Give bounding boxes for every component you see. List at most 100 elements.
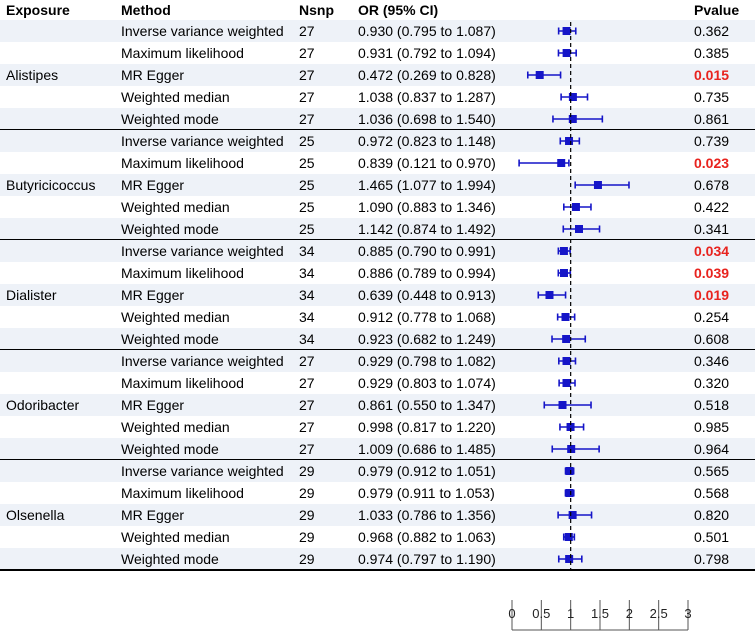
or-ci-value: 1.038 (0.837 to 1.287) <box>358 89 496 105</box>
or-ci-value: 0.929 (0.803 to 1.074) <box>358 375 496 391</box>
significant-pvalue: 0.039 <box>694 265 730 281</box>
or-ci-value: 1.009 (0.686 to 1.485) <box>358 441 496 457</box>
x-tick-label: 1.5 <box>591 606 609 621</box>
nsnp-value: 27 <box>299 23 315 39</box>
method-label: Maximum likelihood <box>121 45 244 61</box>
group-separator <box>0 569 755 571</box>
significant-pvalue: 0.034 <box>694 243 730 259</box>
x-tick-label: 2.5 <box>650 606 668 621</box>
point-estimate-marker <box>571 203 580 211</box>
point-estimate-marker <box>559 247 568 255</box>
pvalue: 0.254 <box>694 309 730 325</box>
significant-pvalue: 0.019 <box>694 287 730 303</box>
pvalue: 0.346 <box>694 353 730 369</box>
method-label: Weighted mode <box>121 441 219 457</box>
method-label: Inverse variance weighted <box>121 463 284 479</box>
exposure-label: Dialister <box>6 287 57 303</box>
method-label: MR Egger <box>121 177 185 193</box>
pvalue: 0.739 <box>694 133 730 149</box>
or-ci-value: 0.930 (0.795 to 1.087) <box>358 23 496 39</box>
method-label: Weighted mode <box>121 111 219 127</box>
row-stripe <box>0 218 755 240</box>
point-estimate-marker <box>566 423 575 431</box>
nsnp-value: 29 <box>299 551 315 567</box>
exposure-label: Alistipes <box>6 67 59 83</box>
row-stripe <box>0 108 755 130</box>
pvalue: 0.985 <box>694 419 730 435</box>
nsnp-value: 25 <box>299 221 315 237</box>
pvalue: 0.568 <box>694 485 730 501</box>
pvalue: 0.798 <box>694 551 730 567</box>
or-ci-value: 0.839 (0.121 to 0.970) <box>358 155 496 171</box>
nsnp-value: 27 <box>299 67 315 83</box>
method-label: MR Egger <box>121 507 185 523</box>
nsnp-value: 29 <box>299 485 315 501</box>
nsnp-value: 27 <box>299 397 315 413</box>
point-estimate-marker <box>558 401 567 409</box>
point-estimate-marker <box>568 115 577 123</box>
row-stripe <box>0 504 755 526</box>
or-ci-value: 0.639 (0.448 to 0.913) <box>358 287 496 303</box>
header-pvalue: Pvalue <box>694 2 740 18</box>
header-nsnp: Nsnp <box>299 2 334 18</box>
method-label: Weighted median <box>121 89 230 105</box>
or-ci-value: 1.090 (0.883 to 1.346) <box>358 199 496 215</box>
method-label: Weighted median <box>121 529 230 545</box>
pvalue: 0.385 <box>694 45 730 61</box>
nsnp-value: 27 <box>299 89 315 105</box>
pvalue: 0.678 <box>694 177 730 193</box>
nsnp-value: 29 <box>299 507 315 523</box>
nsnp-value: 29 <box>299 529 315 545</box>
row-stripe <box>0 460 755 482</box>
or-ci-value: 0.998 (0.817 to 1.220) <box>358 419 496 435</box>
method-label: Inverse variance weighted <box>121 133 284 149</box>
or-ci-value: 1.033 (0.786 to 1.356) <box>358 507 496 523</box>
point-estimate-marker <box>562 379 571 387</box>
nsnp-value: 34 <box>299 309 315 325</box>
pvalue: 0.735 <box>694 89 730 105</box>
point-estimate-marker <box>568 93 577 101</box>
method-label: Weighted mode <box>121 221 219 237</box>
row-stripe <box>0 394 755 416</box>
pvalue: 0.341 <box>694 221 730 237</box>
method-label: MR Egger <box>121 287 185 303</box>
point-estimate-marker <box>561 313 570 321</box>
or-ci-value: 0.968 (0.882 to 1.063) <box>358 529 496 545</box>
nsnp-value: 29 <box>299 463 315 479</box>
point-estimate-marker <box>565 467 574 475</box>
method-label: Maximum likelihood <box>121 265 244 281</box>
method-label: Inverse variance weighted <box>121 353 284 369</box>
method-label: Weighted mode <box>121 551 219 567</box>
method-label: Maximum likelihood <box>121 155 244 171</box>
row-stripe <box>0 284 755 306</box>
row-stripe <box>0 64 755 86</box>
method-label: MR Egger <box>121 67 185 83</box>
method-label: Weighted median <box>121 419 230 435</box>
pvalue: 0.964 <box>694 441 730 457</box>
significant-pvalue: 0.023 <box>694 155 730 171</box>
or-ci-value: 0.912 (0.778 to 1.068) <box>358 309 496 325</box>
method-label: Weighted mode <box>121 331 219 347</box>
method-label: MR Egger <box>121 397 185 413</box>
point-estimate-marker <box>545 291 554 299</box>
exposure-label: Butyricicoccus <box>6 177 96 193</box>
pvalue: 0.320 <box>694 375 730 391</box>
point-estimate-marker <box>562 27 571 35</box>
or-ci-value: 0.979 (0.912 to 1.051) <box>358 463 496 479</box>
pvalue: 0.820 <box>694 507 730 523</box>
row-stripe <box>0 350 755 372</box>
nsnp-value: 27 <box>299 111 315 127</box>
point-estimate-marker <box>557 159 566 167</box>
or-ci-value: 0.923 (0.682 to 1.249) <box>358 331 496 347</box>
or-ci-value: 0.931 (0.792 to 1.094) <box>358 45 496 61</box>
method-label: Maximum likelihood <box>121 375 244 391</box>
nsnp-value: 25 <box>299 177 315 193</box>
method-label: Weighted median <box>121 199 230 215</box>
point-estimate-marker <box>562 49 571 57</box>
nsnp-value: 25 <box>299 155 315 171</box>
method-label: Inverse variance weighted <box>121 23 284 39</box>
point-estimate-marker <box>535 71 544 79</box>
nsnp-value: 25 <box>299 133 315 149</box>
nsnp-value: 34 <box>299 243 315 259</box>
